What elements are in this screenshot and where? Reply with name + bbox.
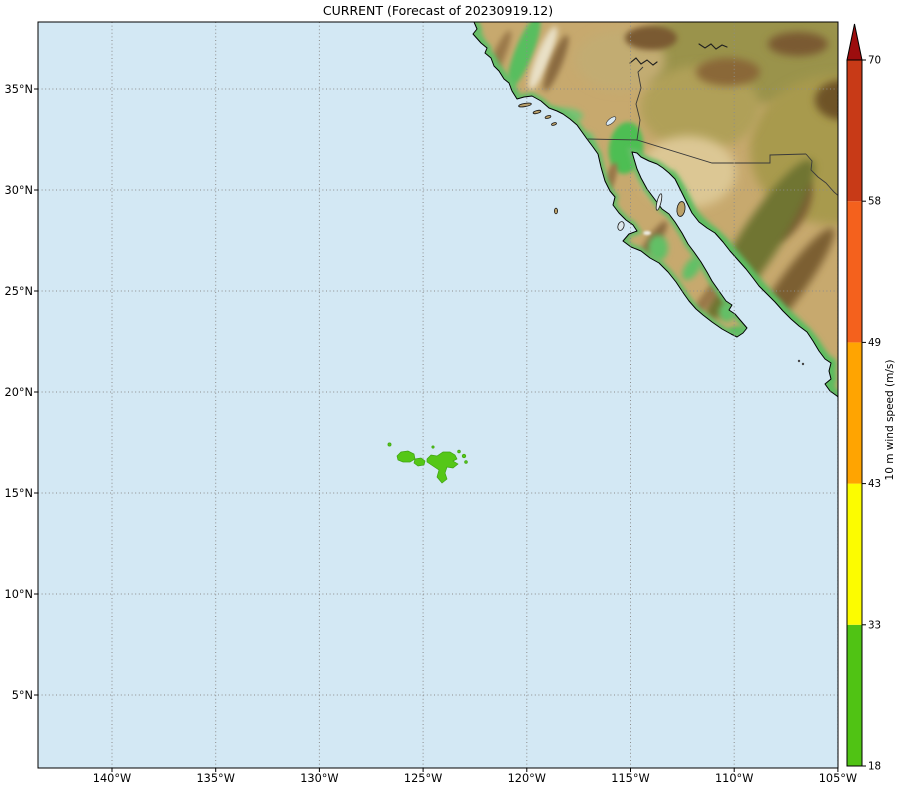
colorbar-tick-label: 58 (868, 196, 881, 208)
plot-frame (37, 21, 839, 769)
x-tick-label: 125°W (404, 772, 442, 785)
colorbar-tick-label: 70 (868, 55, 881, 67)
colorbar-tick-label: 49 (868, 337, 881, 349)
y-tick-label: 20°N (5, 386, 33, 399)
colorbar-tick-label: 43 (868, 478, 881, 490)
colorbar-over-arrow (846, 23, 863, 61)
x-tick-label: 140°W (93, 772, 131, 785)
political-borders (586, 66, 838, 197)
x-tick-label: 135°W (197, 772, 235, 785)
y-tick-label: 10°N (5, 588, 33, 601)
islands (518, 102, 805, 366)
colorbar-segment (847, 201, 862, 343)
colorbar: 18 33 43 49 58 70 (846, 23, 881, 773)
colorbar-ticks: 18 33 43 49 58 70 (862, 55, 881, 773)
y-tick-label: 5°N (12, 689, 33, 702)
colorbar-segments (847, 60, 862, 766)
x-tick-label: 105°W (819, 772, 857, 785)
y-tick-label: 30°N (5, 184, 33, 197)
x-axis-ticks: 140°W 135°W 130°W 125°W 120°W 115°W 110°W 105°W (93, 768, 857, 785)
y-tick-label: 15°N (5, 487, 33, 500)
colorbar-segment (847, 60, 862, 202)
figure-title: CURRENT (Forecast of 20230919.12) (322, 3, 554, 18)
colorbar-segment (847, 342, 862, 484)
lakes-rivers (605, 43, 728, 126)
colorbar-segment (847, 483, 862, 625)
colorbar-tick-label: 33 (868, 619, 881, 631)
wind-swath (387, 442, 468, 484)
y-axis-ticks: 35°N 30°N 25°N 20°N 15°N 10°N 5°N (5, 83, 38, 702)
x-tick-label: 120°W (508, 772, 546, 785)
salton-sea (605, 116, 617, 126)
colorbar-outline (846, 59, 863, 767)
colorbar-label: 10 m wind speed (m/s) (884, 359, 896, 481)
y-tick-label: 25°N (5, 285, 33, 298)
x-tick-label: 130°W (300, 772, 338, 785)
x-tick-label: 115°W (611, 772, 649, 785)
gridlines (38, 22, 838, 768)
map-area (38, 22, 838, 768)
coastline (472, 22, 838, 398)
y-tick-label: 35°N (5, 83, 33, 96)
colorbar-segment (847, 624, 862, 766)
x-tick-label: 110°W (715, 772, 753, 785)
colorbar-tick-label: 18 (868, 761, 881, 773)
